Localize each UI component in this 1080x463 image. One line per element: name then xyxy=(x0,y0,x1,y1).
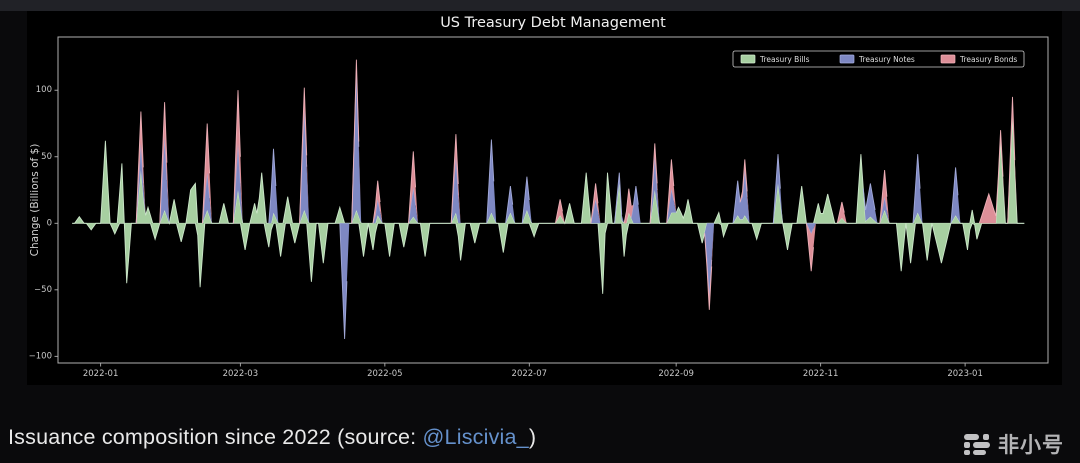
y-tick-label: 0 xyxy=(47,218,52,228)
page-top-strip xyxy=(0,0,1080,11)
chart-title: US Treasury Debt Management xyxy=(440,15,666,31)
y-tick-label: −50 xyxy=(34,285,52,295)
y-axis: 100 50 0 −50 −100 xyxy=(29,85,58,361)
site-logo-text: 非小号 xyxy=(998,434,1064,457)
legend-swatch-bonds xyxy=(940,54,956,64)
caption: Issuance composition since 2022 (source:… xyxy=(8,425,536,450)
x-tick-label: 2022-11 xyxy=(803,369,839,379)
x-axis: 2022-01 2022-03 2022-05 2022-07 2022-09 2022-… xyxy=(83,363,983,379)
x-tick-label: 2022-03 xyxy=(223,369,259,379)
y-axis-label: Change (Billions of $) xyxy=(29,144,41,257)
legend-label-notes: Treasury Notes xyxy=(858,55,915,64)
caption-close-paren: ) xyxy=(528,425,537,449)
legend-swatch-notes xyxy=(839,54,855,64)
caption-text: Issuance composition since 2022 (source: xyxy=(8,425,423,449)
y-tick-label: −100 xyxy=(29,351,52,361)
x-tick-label: 2022-07 xyxy=(512,369,548,379)
series-bonds-edge xyxy=(135,59,1016,224)
feixiaohao-bars-icon xyxy=(964,434,990,455)
site-logo[interactable]: 非小号 xyxy=(963,429,1064,459)
series-bonds-edge xyxy=(704,223,814,310)
legend-label-bills: Treasury Bills xyxy=(759,55,810,64)
series-areas xyxy=(72,59,1025,340)
series-notes-neg-area xyxy=(72,223,1025,339)
y-tick-label: 50 xyxy=(41,152,52,162)
series-bonds-pos-area xyxy=(72,59,1025,224)
legend-swatch-bills xyxy=(740,54,756,64)
y-tick-label: 100 xyxy=(36,85,52,95)
legend: Treasury Bills Treasury Notes Treasury Bon… xyxy=(732,50,1025,68)
series-bills-edge xyxy=(72,222,1025,294)
series-notes-pos-area xyxy=(72,70,1025,224)
plot-border xyxy=(57,36,1049,364)
series-bonds-neg-area xyxy=(72,223,1025,339)
x-tick-label: 2022-01 xyxy=(83,369,119,379)
source-link[interactable]: @Liscivia_ xyxy=(422,425,529,449)
legend-label-bonds: Treasury Bonds xyxy=(959,55,1017,64)
series-notes-edge xyxy=(339,223,814,340)
series-bills-neg-area xyxy=(72,223,1025,294)
x-tick-label: 2023-01 xyxy=(947,369,983,379)
x-tick-label: 2022-05 xyxy=(367,369,403,379)
x-tick-label: 2022-09 xyxy=(658,369,694,379)
treasury-chart-svg: 100 50 0 −50 −100 Change (Billions of $) 2022-… xyxy=(29,15,1049,379)
treasury-chart-figure: 100 50 0 −50 −100 Change (Billions of $) 2022-… xyxy=(27,11,1062,385)
